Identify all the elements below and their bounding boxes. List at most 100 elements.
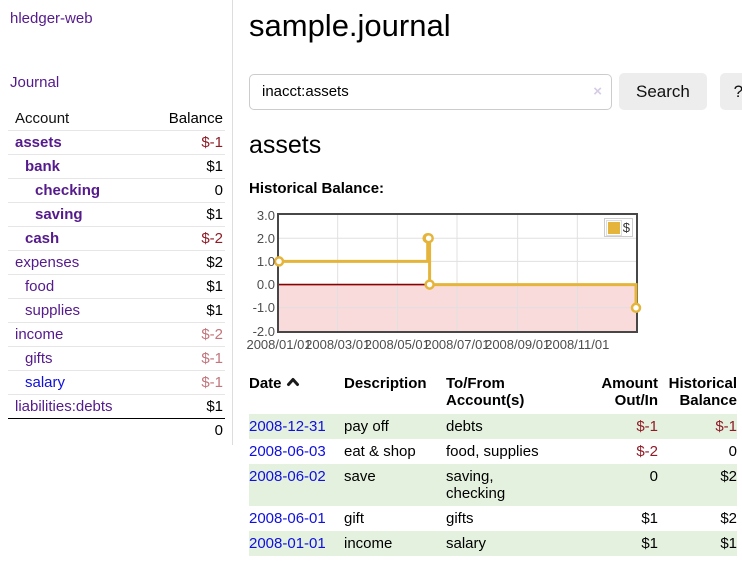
account-link-checking[interactable]: checking (35, 182, 101, 199)
transaction-amount: $1 (641, 535, 658, 552)
transaction-date-cell: 2008-01-01 (249, 531, 344, 556)
chart-canvas (273, 215, 642, 331)
transaction-date-cell: 2008-06-02 (249, 464, 344, 506)
register-col-amount: Amount Out/In (601, 375, 658, 409)
transaction-date-link[interactable]: 2008-01-01 (249, 535, 326, 552)
account-row: bank $1 (8, 155, 225, 179)
account-balance: $-1 (201, 134, 223, 151)
account-row: income $-2 (8, 323, 225, 347)
chart-legend: $ (603, 218, 633, 237)
y-axis-tick: -1.0 (252, 300, 275, 316)
transaction-balance: $2 (720, 468, 737, 485)
transaction-row: 2008-12-31 pay off debts $-1 $-1 (249, 414, 737, 439)
account-balance: $2 (206, 254, 223, 271)
transaction-balance: 0 (728, 443, 737, 460)
account-balance: 0 (214, 182, 223, 199)
transaction-accounts: food, supplies (446, 443, 539, 460)
account-balance: $1 (206, 158, 223, 175)
transaction-description: gift (344, 510, 365, 527)
account-link-salary[interactable]: salary (25, 374, 66, 391)
transaction-balance: $-1 (715, 418, 737, 435)
account-row: food $1 (8, 275, 225, 299)
account-balance: $1 (206, 278, 223, 295)
accounts-col-account: Account (15, 110, 70, 127)
search-box: × (249, 73, 612, 110)
register-col-accounts: To/From Account(s) (446, 375, 525, 409)
account-name-cell: food (8, 275, 149, 299)
transaction-accounts: salary (446, 535, 487, 552)
account-name-cell: income (8, 323, 149, 347)
search-input[interactable] (249, 73, 612, 110)
transaction-description: pay off (344, 418, 389, 435)
transaction-date-link[interactable]: 2008-06-02 (249, 468, 326, 485)
transaction-amount: 0 (649, 468, 658, 485)
transaction-date-link[interactable]: 2008-06-01 (249, 510, 326, 527)
account-link-supplies[interactable]: supplies (25, 302, 81, 319)
transaction-accounts: saving, checking (446, 468, 506, 502)
transaction-date-cell: 2008-12-31 (249, 414, 344, 439)
account-row: liabilities:debts $1 (8, 395, 225, 419)
account-heading: assets (249, 131, 322, 159)
account-link-cash[interactable]: cash (25, 230, 60, 247)
account-link-liabilities:debts[interactable]: liabilities:debts (15, 398, 113, 415)
transaction-date-cell: 2008-06-01 (249, 506, 344, 531)
account-name-cell: checking (8, 179, 149, 203)
register-rows: 2008-12-31 pay off debts $-1 $-1 2008-06-03 ea… (249, 414, 737, 556)
account-row: gifts $-1 (8, 347, 225, 371)
account-name-cell: gifts (8, 347, 149, 371)
search-form: × Search ? (249, 73, 742, 110)
account-link-saving[interactable]: saving (35, 206, 83, 223)
sort-ascending-icon (286, 378, 299, 386)
account-row: salary $-1 (8, 371, 225, 395)
account-balance: $1 (206, 302, 223, 319)
transaction-date-link[interactable]: 2008-12-31 (249, 418, 326, 435)
transaction-description: income (344, 535, 393, 552)
transaction-description: save (344, 468, 376, 485)
main-content: sample.journal × Search ? assets Histori… (233, 0, 742, 556)
x-axis-tick: 2008/07/01 (424, 337, 490, 352)
account-link-income[interactable]: income (15, 326, 64, 343)
nav-journal-link[interactable]: Journal (10, 74, 60, 91)
account-row: checking 0 (8, 179, 225, 203)
account-balance: $1 (206, 206, 223, 223)
register-col-date-label: Date (249, 375, 282, 392)
account-name-cell: liabilities:debts (8, 395, 149, 419)
y-axis-tick: -2.0 (252, 323, 275, 339)
chart-plot-area: $ (273, 213, 642, 333)
account-name-cell: assets (8, 131, 149, 155)
transaction-date-cell: 2008-06-03 (249, 439, 344, 464)
account-link-gifts[interactable]: gifts (25, 350, 53, 367)
accounts-list: assets $-1 bank $1 checking 0 saving $1 cash $-2 e… (8, 131, 225, 419)
help-button[interactable]: ? (719, 73, 742, 110)
legend-swatch (605, 219, 622, 236)
accounts-header-row: Account Balance (8, 107, 225, 131)
y-axis-tick: 2.0 (256, 230, 275, 246)
historical-balance-chart: $ 3.0 2.0 1.0 0.0 -1.0 -2.0 2008/01/01 2008/03/… (246, 206, 689, 361)
x-axis-tick: 2008/05/01 (364, 337, 430, 352)
transaction-amount: $1 (641, 510, 658, 527)
register-col-date[interactable]: Date (249, 372, 344, 414)
account-link-bank[interactable]: bank (25, 158, 61, 175)
y-axis-tick: 3.0 (256, 207, 275, 223)
accounts-total-value: 0 (149, 418, 225, 442)
legend-label: $ (622, 220, 630, 235)
clear-search-icon[interactable]: × (593, 82, 602, 100)
account-link-expenses[interactable]: expenses (15, 254, 80, 271)
account-link-food[interactable]: food (25, 278, 55, 295)
chart-label: Historical Balance: (249, 180, 385, 197)
accounts-total-row: 0 (8, 418, 225, 442)
search-button[interactable]: Search (619, 73, 707, 110)
account-link-assets[interactable]: assets (15, 134, 62, 151)
transaction-amount: $-1 (636, 418, 658, 435)
account-name-cell: salary (8, 371, 149, 395)
transaction-date-link[interactable]: 2008-06-03 (249, 443, 326, 460)
accounts-col-balance: Balance (168, 110, 223, 127)
brand-link[interactable]: hledger-web (10, 10, 93, 27)
transaction-row: 2008-06-02 save saving, checking 0 $2 (249, 464, 737, 506)
account-name-cell: expenses (8, 251, 149, 275)
account-balance: $-2 (201, 230, 223, 247)
account-name-cell: cash (8, 227, 149, 251)
y-axis-tick: 0.0 (256, 277, 275, 293)
account-row: supplies $1 (8, 299, 225, 323)
transactions-table: Date Description To/From Account(s) Amou… (249, 372, 737, 556)
